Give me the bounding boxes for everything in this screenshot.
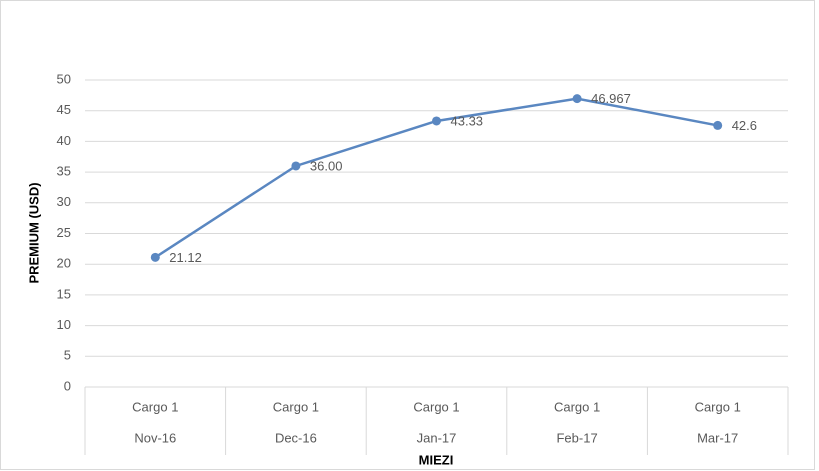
data-point xyxy=(432,116,441,126)
y-tick-label: 20 xyxy=(57,256,71,271)
y-tick-label: 0 xyxy=(64,378,71,393)
y-tick-label: 10 xyxy=(57,317,71,332)
x-tick-label: Nov-16 xyxy=(134,430,176,445)
x-subcategory-label: Cargo 1 xyxy=(413,399,459,414)
x-subcategory-label: Cargo 1 xyxy=(132,399,178,414)
data-label: 21.12 xyxy=(169,250,202,265)
data-point xyxy=(291,161,301,171)
data-point xyxy=(572,94,582,104)
x-subcategory-label: Cargo 1 xyxy=(554,399,600,414)
y-axis-title: PREMIUM (USD) xyxy=(26,182,41,283)
x-tick-label: Dec-16 xyxy=(275,430,317,445)
y-tick-label: 50 xyxy=(57,71,71,86)
y-tick-label: 15 xyxy=(57,286,71,301)
y-tick-label: 40 xyxy=(57,133,71,148)
x-tick-label: Mar-17 xyxy=(697,430,738,445)
y-tick-label: 25 xyxy=(57,225,71,240)
data-label: 36.00 xyxy=(310,158,343,173)
data-label: 46.967 xyxy=(591,91,631,106)
data-point xyxy=(150,252,160,262)
y-tick-label: 30 xyxy=(57,194,71,209)
data-point xyxy=(713,120,723,130)
y-tick-label: 45 xyxy=(57,102,71,117)
data-label: 43.33 xyxy=(451,113,484,128)
x-subcategory-label: Cargo 1 xyxy=(695,399,741,414)
y-tick-label: 35 xyxy=(57,164,71,179)
y-tick-label: 5 xyxy=(64,348,71,363)
x-axis-title: MIEZI xyxy=(419,452,454,467)
x-subcategory-label: Cargo 1 xyxy=(273,399,319,414)
x-tick-label: Jan-17 xyxy=(417,430,457,445)
x-tick-label: Feb-17 xyxy=(556,430,597,445)
data-label: 42.6 xyxy=(732,118,757,133)
